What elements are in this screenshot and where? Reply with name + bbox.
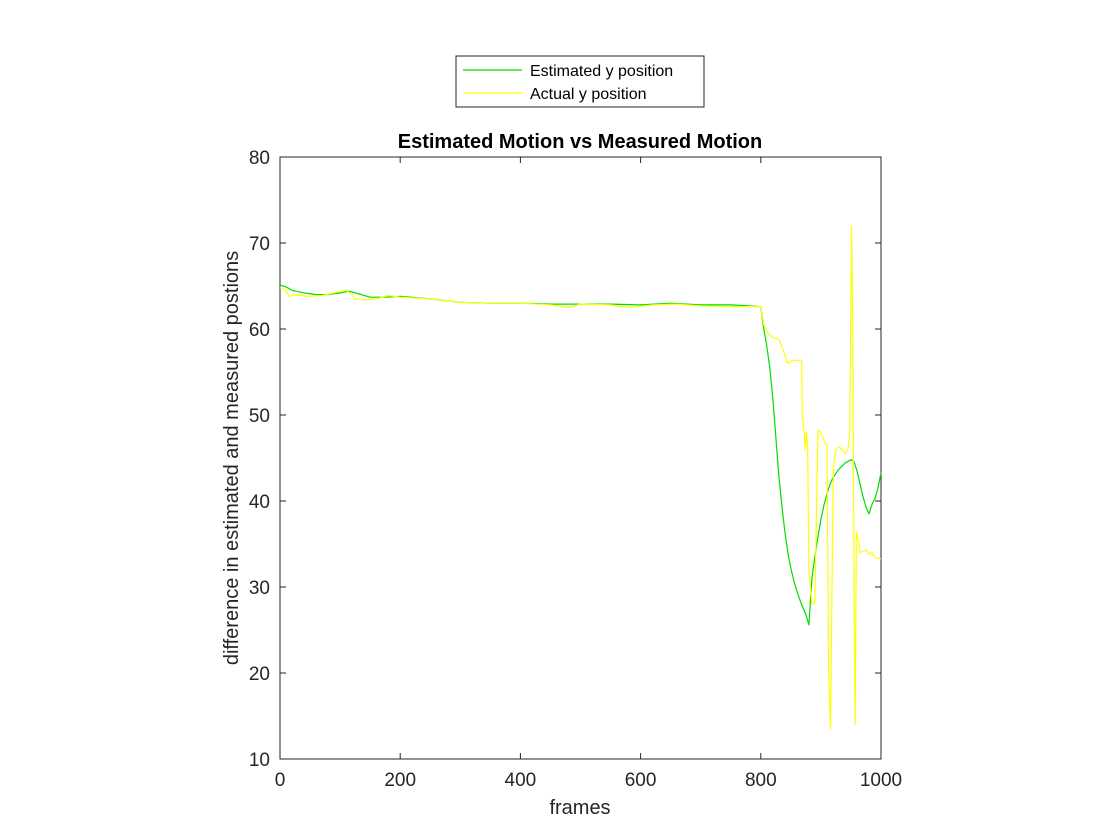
series-line-estimated <box>279 284 882 626</box>
y-tick-label: 70 <box>249 234 270 255</box>
x-tick-label: 1000 <box>860 770 902 791</box>
x-tick-label: 400 <box>505 770 537 791</box>
plot-area <box>279 156 882 760</box>
legend-label-estimated: Estimated y position <box>530 63 673 80</box>
y-tick-label: 40 <box>249 492 270 513</box>
y-axis-label: difference in estimated and measured pos… <box>221 251 243 665</box>
y-tick-label: 60 <box>249 320 270 341</box>
x-axis-label: frames <box>549 797 610 819</box>
y-axis-ticks: 10 20 30 40 50 60 70 80 <box>249 148 881 771</box>
legend-label-actual: Actual y position <box>530 86 647 103</box>
y-tick-label: 10 <box>249 750 270 771</box>
x-tick-label: 800 <box>745 770 777 791</box>
legend: Estimated y position Actual y position <box>455 55 705 108</box>
x-tick-label: 200 <box>384 770 416 791</box>
x-tick-label: 0 <box>275 770 286 791</box>
y-tick-label: 50 <box>249 406 270 427</box>
chart-title: Estimated Motion vs Measured Motion <box>398 131 762 153</box>
y-tick-label: 20 <box>249 664 270 685</box>
y-tick-label: 30 <box>249 578 270 599</box>
y-tick-label: 80 <box>249 148 270 169</box>
x-axis-ticks: 0 200 400 600 800 1000 <box>275 157 902 791</box>
legend-box <box>455 55 705 108</box>
x-tick-label: 600 <box>625 770 657 791</box>
series-group <box>279 225 882 730</box>
series-line-actual <box>279 225 882 730</box>
